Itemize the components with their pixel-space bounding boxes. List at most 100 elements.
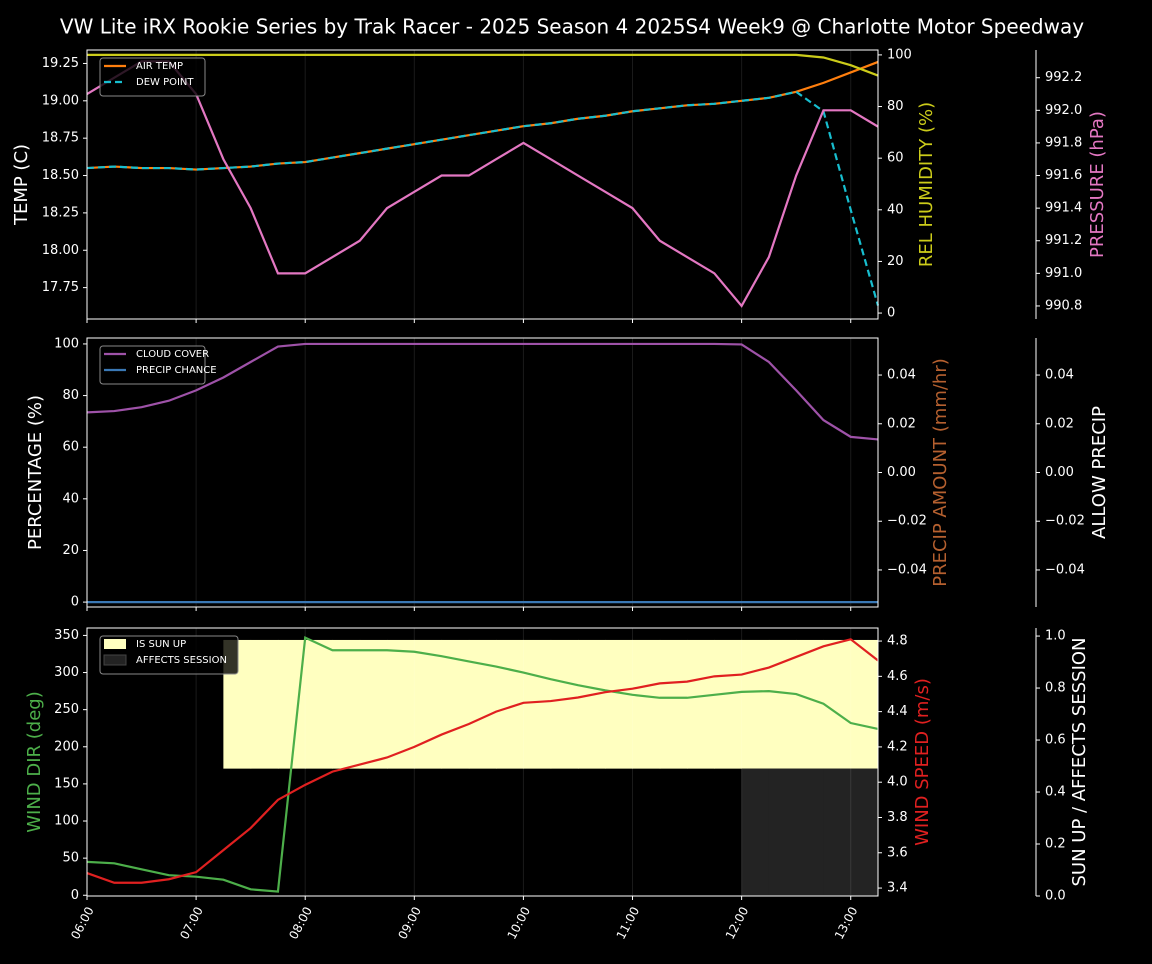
sun-fill xyxy=(850,768,879,896)
y-tick-label: 19.25 xyxy=(42,56,79,71)
plot-frame xyxy=(86,627,879,897)
y2-tick-label: 4.2 xyxy=(887,739,908,754)
y2-tick-label: 100 xyxy=(887,47,912,62)
y3-tick-label: −0.02 xyxy=(1045,514,1085,529)
y2-tick-label: 60 xyxy=(887,151,904,166)
y3-tick-label: 0.0 xyxy=(1045,889,1066,904)
y-tick-label: 100 xyxy=(54,814,79,829)
y2-tick-label: 40 xyxy=(887,202,904,217)
legend-label: IS SUN UP xyxy=(136,639,186,650)
y-tick-label: 18.50 xyxy=(42,168,79,183)
y3-axis-label: PRESSURE (hPa) xyxy=(1087,111,1108,258)
y-tick-label: 40 xyxy=(62,491,79,506)
y2-tick-label: 20 xyxy=(887,254,904,269)
y2-tick-label: −0.04 xyxy=(887,562,927,577)
y-tick-label: 200 xyxy=(54,739,79,754)
sun-fill xyxy=(741,768,770,896)
y2-tick-label: 3.4 xyxy=(887,881,908,896)
y-tick-label: 0 xyxy=(71,595,79,610)
y3-tick-label: 991.4 xyxy=(1045,201,1082,216)
sun-fill xyxy=(414,639,443,769)
y3-tick-label: 0.4 xyxy=(1045,785,1066,800)
sun-fill xyxy=(850,639,879,769)
y3-tick-label: 991.8 xyxy=(1045,135,1082,150)
sun-fill xyxy=(332,639,361,769)
legend-swatch xyxy=(104,639,126,649)
y2-axis-label: WIND SPEED (m/s) xyxy=(912,678,933,846)
sun-fill xyxy=(523,639,552,769)
y2-tick-label: 4.4 xyxy=(887,704,908,719)
sun-fill xyxy=(796,768,824,896)
series-line xyxy=(87,53,879,77)
y2-tick-label: 4.0 xyxy=(887,775,908,790)
series-line xyxy=(86,90,880,306)
y3-axis-label: SUN UP / AFFECTS SESSION xyxy=(1069,637,1090,886)
y-tick-label: 18.25 xyxy=(42,205,79,220)
y2-tick-label: 0.02 xyxy=(887,416,916,431)
sun-fill xyxy=(741,639,770,769)
sun-fill xyxy=(659,639,688,769)
plot-frame xyxy=(86,337,879,608)
y2-axis-label: REL HUMIDITY (%) xyxy=(916,102,937,267)
y-tick-label: 18.00 xyxy=(42,243,79,258)
y2-axis-label: PRECIP AMOUNT (mm/hr) xyxy=(930,358,951,587)
y3-axis-label: ALLOW PRECIP xyxy=(1089,406,1110,539)
y-tick-label: 50 xyxy=(62,851,79,866)
legend-box xyxy=(99,345,206,385)
legend-box xyxy=(99,635,239,675)
sun-fill xyxy=(305,639,333,769)
series-line xyxy=(86,342,879,441)
sun-fill xyxy=(823,768,852,896)
y-tick-label: 20 xyxy=(62,543,79,558)
sun-fill xyxy=(359,639,388,769)
y3-tick-label: 0.6 xyxy=(1045,733,1066,748)
plot-frame xyxy=(86,49,879,320)
sun-fill xyxy=(605,639,634,769)
y3-tick-label: 990.8 xyxy=(1045,298,1082,313)
y2-tick-label: 3.8 xyxy=(887,810,908,825)
sun-fill xyxy=(796,639,824,769)
chart-title: VW Lite iRX Rookie Series by Trak Racer … xyxy=(60,15,1084,39)
y-tick-label: 350 xyxy=(54,628,79,643)
y-tick-label: 300 xyxy=(54,665,79,680)
sun-fill xyxy=(768,768,797,896)
legend-label: AFFECTS SESSION xyxy=(136,655,227,666)
y-tick-label: 250 xyxy=(54,702,79,717)
y-axis-label: PERCENTAGE (%) xyxy=(25,395,46,550)
y2-tick-label: 80 xyxy=(887,99,904,114)
sun-fill xyxy=(632,639,661,769)
y-tick-label: 150 xyxy=(54,776,79,791)
y3-tick-label: 991.0 xyxy=(1045,266,1082,281)
y3-tick-label: −0.04 xyxy=(1045,562,1085,577)
y3-tick-label: 1.0 xyxy=(1045,629,1066,644)
y-tick-label: 0 xyxy=(71,888,79,903)
sun-fill xyxy=(550,639,579,769)
y3-tick-label: 0.00 xyxy=(1045,465,1074,480)
sun-fill xyxy=(687,639,715,769)
y2-tick-label: 4.6 xyxy=(887,669,908,684)
y3-tick-label: 0.04 xyxy=(1045,368,1074,383)
y2-tick-label: 0.00 xyxy=(887,465,916,480)
y3-tick-label: 0.8 xyxy=(1045,681,1066,696)
sun-fill xyxy=(714,639,743,769)
series-line xyxy=(86,636,879,893)
sun-fill xyxy=(577,639,606,769)
y-axis-label: TEMP (C) xyxy=(11,144,32,226)
y2-tick-label: −0.02 xyxy=(887,514,927,529)
y-tick-label: 80 xyxy=(62,388,79,403)
series-line xyxy=(86,638,879,884)
y3-tick-label: 991.6 xyxy=(1045,168,1082,183)
y2-tick-label: 0 xyxy=(887,306,895,321)
y2-tick-label: 0.04 xyxy=(887,368,916,383)
sun-fill xyxy=(823,639,852,769)
y-tick-label: 19.00 xyxy=(42,93,79,108)
y-tick-label: 17.75 xyxy=(42,280,79,295)
sun-fill xyxy=(250,639,279,769)
legend-label: CLOUD COVER xyxy=(136,349,209,360)
y-axis-label: WIND DIR (deg) xyxy=(24,691,45,833)
legend-label: DEW POINT xyxy=(136,77,194,88)
sun-fill xyxy=(468,639,497,769)
